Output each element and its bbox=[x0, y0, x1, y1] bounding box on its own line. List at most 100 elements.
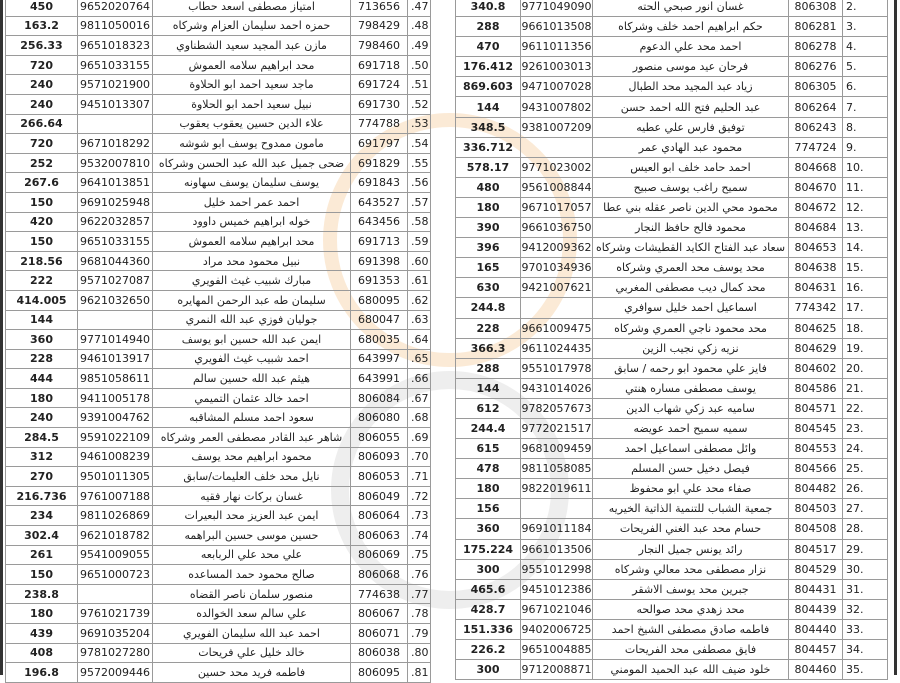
amount-cell: 444 bbox=[5, 368, 78, 389]
name-cell: صالح محمود حمد المساعده bbox=[152, 564, 351, 585]
index-cell: .67 bbox=[407, 387, 431, 409]
name-cell: سعود احمد مسلم المشاقبه bbox=[152, 407, 351, 429]
amount-cell: 252 bbox=[5, 152, 78, 174]
table-row: 720 9671018292 مامون ممدوح يوسف ابو شوشه 69… bbox=[5, 133, 431, 154]
table-row: 396 9412009362 سعاد عبد الفتاح الكايد القط… bbox=[455, 237, 888, 259]
table-row: 256.33 9651018323 مازن عبد المجيد سعيد الش… bbox=[5, 35, 431, 56]
table-row: 578.17 9771023002 احمد حامد خلف ابو العيس 8… bbox=[455, 156, 888, 178]
index-cell: 16. bbox=[842, 277, 888, 299]
phone-cell: 9471007028 bbox=[520, 76, 593, 98]
amount-cell: 366.3 bbox=[455, 337, 521, 359]
amount-cell: 465.6 bbox=[455, 578, 521, 600]
index-cell: 6. bbox=[842, 76, 888, 98]
phone-cell: 9811026869 bbox=[77, 505, 153, 527]
id-cell: 804553 bbox=[788, 438, 843, 460]
name-cell: محمود عبد الهادي عمر bbox=[592, 136, 789, 158]
name-cell: جوليان فوزي عبد الله النمري bbox=[152, 309, 351, 331]
index-cell: 33. bbox=[842, 618, 888, 641]
phone-cell bbox=[77, 583, 153, 605]
phone-cell: 9671017057 bbox=[520, 196, 593, 219]
table-row: 360 9691011184 حسام محد عبد الغني الفريحات… bbox=[455, 518, 888, 540]
table-row: 390 9661036750 محمود فالح حافظ النجار 80468… bbox=[455, 217, 888, 239]
phone-cell: 9661009475 bbox=[520, 317, 593, 339]
id-cell: 774638 bbox=[350, 583, 408, 605]
amount-cell: 244.4 bbox=[455, 417, 521, 440]
index-cell: .51 bbox=[407, 74, 431, 95]
id-cell: 804529 bbox=[788, 558, 843, 580]
index-cell: 31. bbox=[842, 578, 888, 600]
amount-cell: 144 bbox=[455, 377, 521, 399]
name-cell: فايز علي محمود ابو رحمه / سابق bbox=[592, 357, 789, 379]
index-cell: 12. bbox=[842, 196, 888, 219]
name-cell: امتياز مصطفى اسعد حطاب bbox=[152, 0, 351, 17]
table-row: 261 9541009055 علي محد علي الربابعه 806069.… bbox=[5, 544, 431, 566]
index-cell: .79 bbox=[407, 623, 431, 644]
phone-cell: 9571027087 bbox=[77, 270, 153, 291]
table-row: 240 9391004762 سعود احمد مسلم المشاقبه 8060… bbox=[5, 407, 431, 429]
amount-cell: 261 bbox=[5, 544, 78, 566]
left-table-body: 450 9652020764 امتياز مصطفى اسعد حطاب 71365… bbox=[5, 0, 431, 683]
phone-cell bbox=[520, 498, 593, 520]
name-cell: فيصل دخيل حسن المسلم bbox=[592, 458, 789, 480]
index-cell: .58 bbox=[407, 211, 431, 233]
id-cell: 643527 bbox=[350, 191, 408, 213]
table-row: 196.8 9572009446 فاطمه فريد محد حسين 806095… bbox=[5, 662, 431, 683]
right-table-body: 340.8 9771049090 غسان انور صبحي الحته 80630… bbox=[455, 0, 888, 681]
index-cell: .78 bbox=[407, 603, 431, 624]
table-row: 222 9571027087 مبارك شبيب غيث الفويري 69135… bbox=[5, 270, 431, 291]
index-cell: .49 bbox=[407, 35, 431, 56]
index-cell: 30. bbox=[842, 558, 888, 580]
name-cell: فرحان عيد موسى منصور bbox=[592, 56, 789, 78]
name-cell: احمد خالد عثمان التميمي bbox=[152, 387, 351, 409]
table-row: 470 9611011356 احمد محد علي الدعوم 806278 4. bbox=[455, 36, 888, 58]
table-row: 300 9712008871 خلود ضيف الله عبد الحميد ال… bbox=[455, 659, 888, 681]
name-cell: حسين موسى حسين البراهمه bbox=[152, 525, 351, 546]
phone-cell: 9771023002 bbox=[520, 156, 593, 178]
amount-cell: 428.7 bbox=[455, 598, 521, 620]
id-cell: 806281 bbox=[788, 16, 843, 38]
phone-cell: 9661013508 bbox=[520, 16, 593, 38]
phone-cell: 9681009459 bbox=[520, 438, 593, 460]
index-cell: .61 bbox=[407, 270, 431, 291]
index-cell: 15. bbox=[842, 257, 888, 279]
name-cell: رائد يونس جميل النجار bbox=[592, 538, 789, 560]
amount-cell: 240 bbox=[5, 407, 78, 429]
index-cell: 13. bbox=[842, 217, 888, 239]
index-cell: .55 bbox=[407, 152, 431, 174]
name-cell: فايق مصطفى محد الفريحات bbox=[592, 638, 789, 661]
name-cell: احمد عمر احمد خليل bbox=[152, 191, 351, 213]
table-row: 165 9701034936 محد يوسف محد العمري وشركاه 8… bbox=[455, 257, 888, 279]
amount-cell: 300 bbox=[455, 659, 521, 681]
index-cell: 9. bbox=[842, 136, 888, 158]
phone-cell: 9611011356 bbox=[520, 36, 593, 58]
phone-cell: 9421007621 bbox=[520, 277, 593, 299]
phone-cell: 9771014940 bbox=[77, 329, 153, 350]
table-row: 414.005 9621032650 سليمان طه عبد الرحمن ال… bbox=[5, 289, 431, 311]
id-cell: 804457 bbox=[788, 638, 843, 661]
table-row: 226.2 9651004885 فايق مصطفى محد الفريحات 80… bbox=[455, 638, 888, 661]
amount-cell: 180 bbox=[455, 196, 521, 219]
table-row: 156 جمعية الشباب للتنمية الذاتية الخيريه 8… bbox=[455, 498, 888, 520]
amount-cell: 240 bbox=[5, 93, 78, 115]
name-cell: اسماعيل احمد خليل سوافري bbox=[592, 297, 789, 319]
amount-cell: 478 bbox=[455, 458, 521, 480]
name-cell: فاطمه فريد محد حسين bbox=[152, 662, 351, 683]
name-cell: مبارك شبيب غيث الفويري bbox=[152, 270, 351, 291]
name-cell: محد محمود ناجي العمري وشركاه bbox=[592, 317, 789, 339]
id-cell: 680095 bbox=[350, 289, 408, 311]
index-cell: .71 bbox=[407, 466, 431, 487]
table-row: 288 9551017978 فايز علي محمود ابو رحمه / س… bbox=[455, 357, 888, 379]
table-row: 288 9661013508 حكم ابراهيم احمد خلف وشركاه… bbox=[455, 16, 888, 38]
id-cell: 804602 bbox=[788, 357, 843, 379]
id-cell: 804629 bbox=[788, 337, 843, 359]
amount-cell: 450 bbox=[5, 0, 78, 17]
phone-cell: 9652020764 bbox=[77, 0, 153, 17]
name-cell: يوسف مصطفى مساره هنتي bbox=[592, 377, 789, 399]
index-cell: 34. bbox=[842, 638, 888, 661]
id-cell: 691730 bbox=[350, 93, 408, 115]
phone-cell: 9411005178 bbox=[77, 387, 153, 409]
name-cell: ماجد سعيد احمد ابو الحلاوة bbox=[152, 74, 351, 95]
table-row: 244.4 9772021517 سميه سميح احمد عويضه 80454… bbox=[455, 417, 888, 440]
id-cell: 804631 bbox=[788, 277, 843, 299]
table-row: 270 9501011305 نايل محد خلف العليمات/سابق 8… bbox=[5, 466, 431, 487]
